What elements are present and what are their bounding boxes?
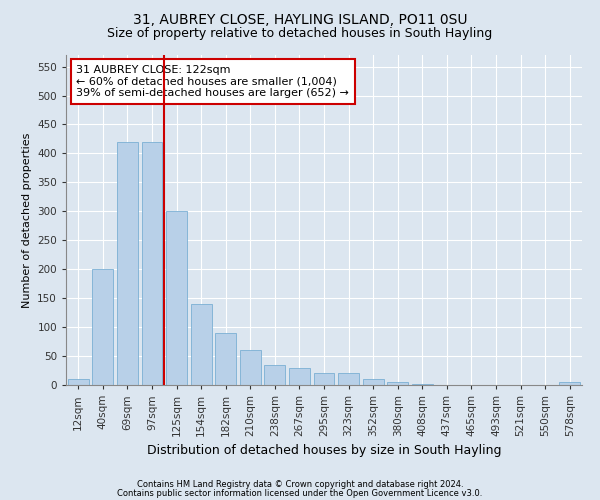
Bar bbox=[240, 350, 261, 385]
Bar bbox=[117, 142, 138, 385]
Text: 31, AUBREY CLOSE, HAYLING ISLAND, PO11 0SU: 31, AUBREY CLOSE, HAYLING ISLAND, PO11 0… bbox=[133, 12, 467, 26]
Bar bbox=[142, 142, 163, 385]
Bar bbox=[559, 382, 580, 385]
Text: Contains public sector information licensed under the Open Government Licence v3: Contains public sector information licen… bbox=[118, 488, 482, 498]
Bar bbox=[362, 379, 383, 385]
Bar bbox=[314, 374, 334, 385]
Bar bbox=[387, 382, 408, 385]
Bar bbox=[289, 368, 310, 385]
Bar bbox=[412, 384, 433, 385]
X-axis label: Distribution of detached houses by size in South Hayling: Distribution of detached houses by size … bbox=[147, 444, 501, 458]
Bar bbox=[166, 212, 187, 385]
Bar bbox=[92, 269, 113, 385]
Bar bbox=[215, 333, 236, 385]
Y-axis label: Number of detached properties: Number of detached properties bbox=[22, 132, 32, 308]
Bar bbox=[265, 364, 286, 385]
Bar bbox=[338, 374, 359, 385]
Bar bbox=[191, 304, 212, 385]
Text: Contains HM Land Registry data © Crown copyright and database right 2024.: Contains HM Land Registry data © Crown c… bbox=[137, 480, 463, 489]
Text: 31 AUBREY CLOSE: 122sqm
← 60% of detached houses are smaller (1,004)
39% of semi: 31 AUBREY CLOSE: 122sqm ← 60% of detache… bbox=[76, 65, 349, 98]
Bar bbox=[68, 379, 89, 385]
Text: Size of property relative to detached houses in South Hayling: Size of property relative to detached ho… bbox=[107, 28, 493, 40]
